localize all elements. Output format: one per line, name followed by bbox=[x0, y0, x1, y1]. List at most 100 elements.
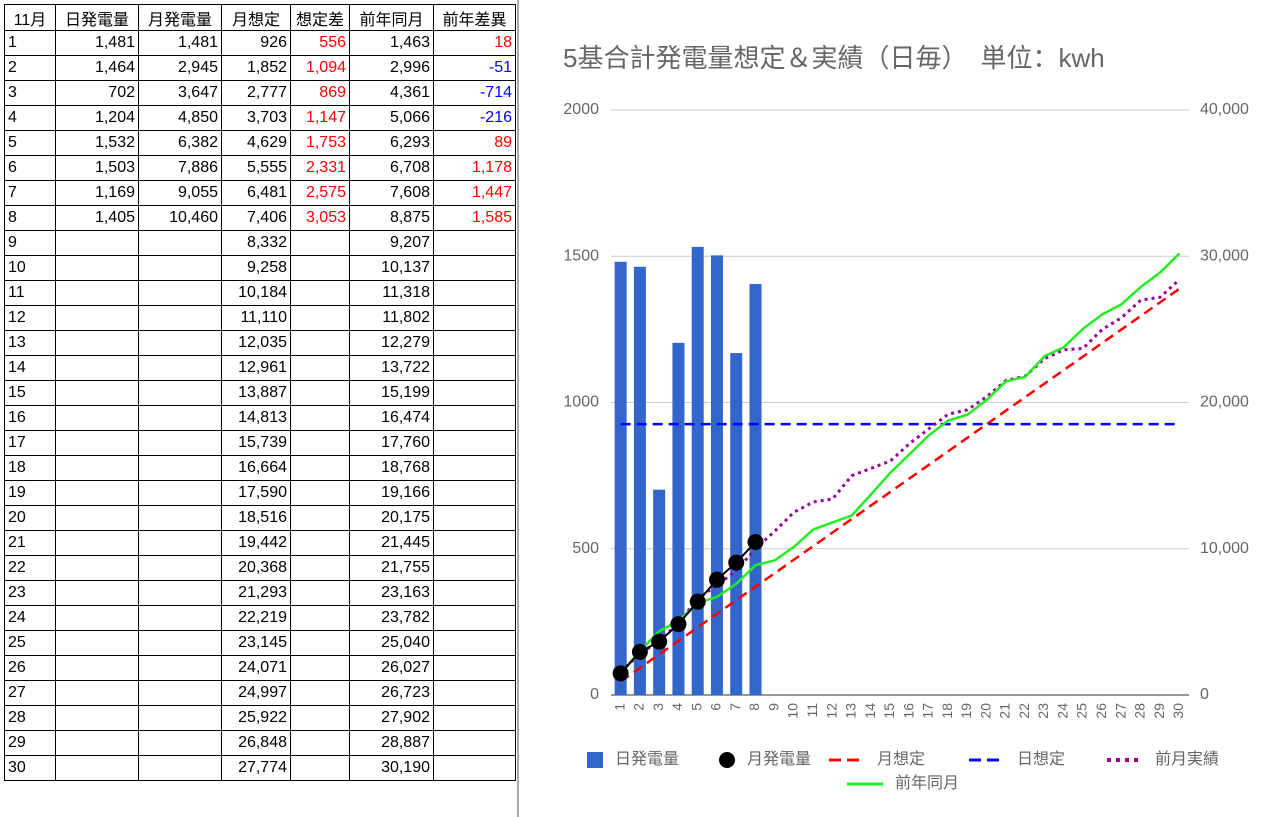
table-cell: 1,481 bbox=[138, 30, 222, 56]
table-cell bbox=[138, 630, 222, 656]
table-cell bbox=[290, 305, 350, 331]
table-cell bbox=[290, 280, 350, 306]
table-cell: 4,850 bbox=[138, 105, 222, 131]
table-cell bbox=[138, 530, 222, 556]
table-cell: 10,137 bbox=[349, 255, 434, 281]
table-cell bbox=[55, 480, 139, 506]
table-cell bbox=[290, 755, 350, 781]
table-cell: 13,722 bbox=[349, 355, 434, 381]
table-cell: 11,318 bbox=[349, 280, 434, 306]
chart: 5基合計発電量想定＆実績（日毎） 単位：kwh 0 500 1000 1500 2000… bbox=[517, 0, 1249, 817]
table-cell bbox=[138, 655, 222, 681]
table-cell: 17 bbox=[4, 430, 56, 456]
table-cell: 3,703 bbox=[221, 105, 291, 131]
table-cell: 19,166 bbox=[349, 480, 434, 506]
table-cell: 1,532 bbox=[55, 130, 139, 156]
table-cell bbox=[290, 505, 350, 531]
table-cell: 1,169 bbox=[55, 180, 139, 206]
table-cell: 4 bbox=[4, 105, 56, 131]
table-row: 28 25,922 27,902 bbox=[4, 705, 516, 731]
table-cell: 1,405 bbox=[55, 205, 139, 231]
table-cell: 2,331 bbox=[290, 155, 350, 181]
table-cell: 11,110 bbox=[221, 305, 291, 331]
table-row: 13 12,035 12,279 bbox=[4, 330, 516, 356]
table-cell bbox=[433, 430, 516, 456]
table-cell: -216 bbox=[433, 105, 516, 131]
table-cell: 16,664 bbox=[221, 455, 291, 481]
table-cell bbox=[433, 530, 516, 556]
table-cell: -51 bbox=[433, 55, 516, 81]
table-row: 6 1,503 7,886 5,555 2,331 6,708 1,178 bbox=[4, 155, 516, 181]
table-cell: 7 bbox=[4, 180, 56, 206]
table-cell bbox=[433, 255, 516, 281]
table-cell: 13,887 bbox=[221, 380, 291, 406]
table-cell: 3 bbox=[4, 80, 56, 106]
table-cell: 8,332 bbox=[221, 230, 291, 256]
table-cell: 21 bbox=[4, 530, 56, 556]
table-row: 4 1,204 4,850 3,703 1,147 5,066 -216 bbox=[4, 105, 516, 131]
table-cell: 14,813 bbox=[221, 405, 291, 431]
table-cell bbox=[290, 355, 350, 381]
table-cell: 9 bbox=[4, 230, 56, 256]
table-cell: 17,760 bbox=[349, 430, 434, 456]
table-cell bbox=[138, 355, 222, 381]
table-cell: 6,481 bbox=[221, 180, 291, 206]
table-cell: 10,460 bbox=[138, 205, 222, 231]
table-cell: 30,190 bbox=[349, 755, 434, 781]
table-cell: 月想定 bbox=[221, 4, 291, 31]
table-cell: 25 bbox=[4, 630, 56, 656]
legend-label: 月発電量 bbox=[747, 750, 811, 768]
x-tick-label: 17 bbox=[920, 703, 936, 719]
table-cell: 23,782 bbox=[349, 605, 434, 631]
table-cell bbox=[138, 380, 222, 406]
table-row: 2 1,464 2,945 1,852 1,094 2,996 -51 bbox=[4, 55, 516, 81]
table-cell: 21,445 bbox=[349, 530, 434, 556]
table-cell: 14 bbox=[4, 355, 56, 381]
table-cell: 11月 bbox=[4, 4, 56, 31]
table-cell: 9,055 bbox=[138, 180, 222, 206]
table-row: 5 1,532 6,382 4,629 1,753 6,293 89 bbox=[4, 130, 516, 156]
table-cell: 89 bbox=[433, 130, 516, 156]
table-cell bbox=[138, 330, 222, 356]
table-cell: 6,708 bbox=[349, 155, 434, 181]
table-cell bbox=[433, 355, 516, 381]
table-row: 12 11,110 11,802 bbox=[4, 305, 516, 331]
table-cell: 4,361 bbox=[349, 80, 434, 106]
table-cell: 6,382 bbox=[138, 130, 222, 156]
x-tick-label: 11 bbox=[804, 703, 820, 718]
table-cell bbox=[55, 680, 139, 706]
table-cell bbox=[55, 455, 139, 481]
table-cell bbox=[55, 380, 139, 406]
table-cell: 1,178 bbox=[433, 155, 516, 181]
table-cell bbox=[138, 505, 222, 531]
dot bbox=[708, 571, 725, 588]
table-cell bbox=[55, 755, 139, 781]
y2-tick-label: 20,000 bbox=[1200, 394, 1249, 411]
table-row: 14 12,961 13,722 bbox=[4, 355, 516, 381]
legend-swatch bbox=[587, 752, 603, 768]
table-cell bbox=[138, 580, 222, 606]
table-cell: 想定差 bbox=[290, 4, 350, 31]
x-tick-label: 1 bbox=[611, 703, 627, 711]
data-table: 11月 日発電量 月発電量 月想定 想定差 前年同月 前年差異 1 1,481 1,481 926 5… bbox=[4, 4, 516, 781]
table-cell bbox=[55, 605, 139, 631]
dot bbox=[631, 643, 648, 660]
x-tick-label: 6 bbox=[708, 703, 724, 711]
table-cell bbox=[55, 280, 139, 306]
y-tick-label: 1500 bbox=[563, 247, 599, 264]
table-cell: 13 bbox=[4, 330, 56, 356]
table-cell: 23,145 bbox=[221, 630, 291, 656]
table-cell: 7,406 bbox=[221, 205, 291, 231]
table-cell bbox=[290, 580, 350, 606]
x-tick-label: 15 bbox=[881, 703, 897, 719]
table-cell: 1,481 bbox=[55, 30, 139, 56]
table-cell: 1,447 bbox=[433, 180, 516, 206]
table-row: 20 18,516 20,175 bbox=[4, 505, 516, 531]
dot bbox=[670, 616, 687, 633]
table-cell bbox=[433, 330, 516, 356]
table-cell: 11 bbox=[4, 280, 56, 306]
table-cell bbox=[433, 580, 516, 606]
table-row: 16 14,813 16,474 bbox=[4, 405, 516, 431]
table-cell bbox=[433, 455, 516, 481]
table-cell: 26,027 bbox=[349, 655, 434, 681]
